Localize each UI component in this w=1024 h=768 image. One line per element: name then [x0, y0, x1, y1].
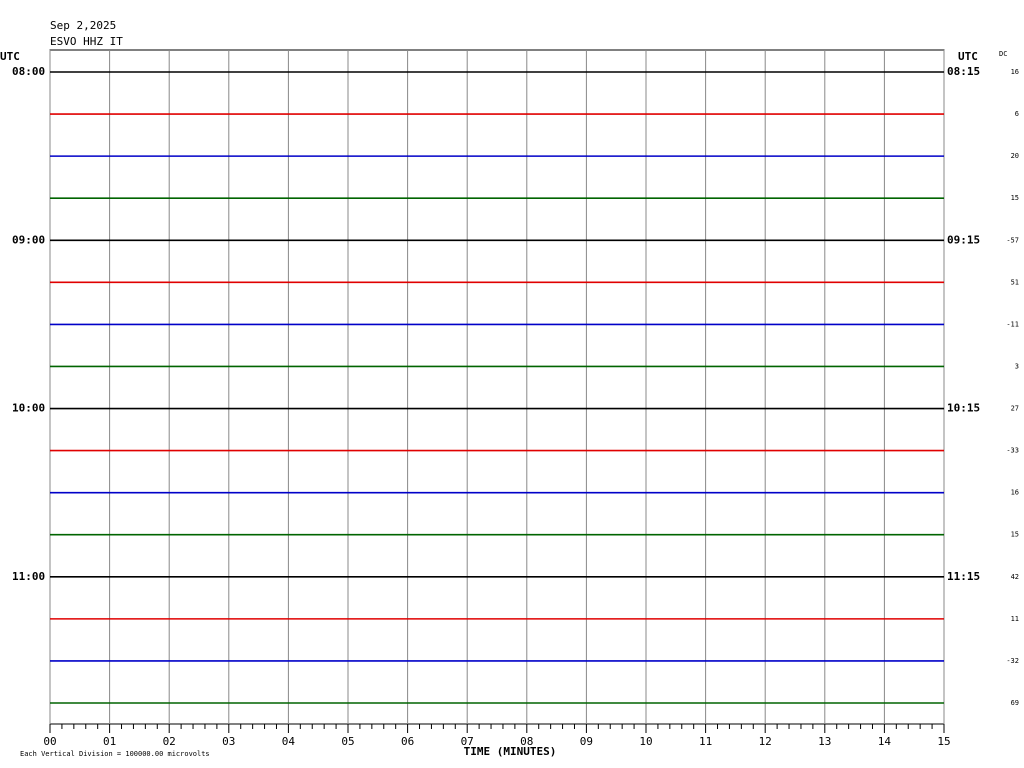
x-tick-label: 15	[937, 735, 950, 748]
x-tick-label: 12	[759, 735, 772, 748]
left-axis-label: UTC	[0, 50, 20, 63]
x-tick-label: 04	[282, 735, 296, 748]
dc-value: -32	[1006, 657, 1019, 665]
x-tick-label: 10	[639, 735, 652, 748]
x-tick-label: 08	[520, 735, 533, 748]
row-start-label: 10:00	[12, 402, 45, 415]
row-start-label: 11:00	[12, 570, 45, 583]
dc-label: DC	[999, 50, 1007, 58]
dc-value: 51	[1011, 278, 1019, 286]
dc-value: -33	[1006, 447, 1019, 455]
x-tick-label: 03	[222, 735, 235, 748]
dc-value: 16	[1011, 489, 1019, 497]
x-tick-label: 14	[878, 735, 892, 748]
dc-value: -11	[1006, 320, 1019, 328]
x-tick-label: 01	[103, 735, 116, 748]
dc-value: 16	[1011, 68, 1019, 76]
x-tick-label: 00	[43, 735, 56, 748]
x-tick-label: 07	[461, 735, 474, 748]
chart-subtitle: ESVO HHZ IT	[50, 35, 123, 48]
row-start-label: 09:00	[12, 233, 45, 246]
dc-value: 20	[1011, 152, 1019, 160]
dc-value: 15	[1011, 531, 1019, 539]
x-tick-label: 06	[401, 735, 414, 748]
dc-value: 6	[1015, 110, 1019, 118]
row-start-label: 08:00	[12, 65, 45, 78]
x-tick-label: 02	[163, 735, 176, 748]
footnote: Each Vertical Division = 100000.00 micro…	[20, 750, 210, 758]
x-tick-label: 09	[580, 735, 593, 748]
dc-value: 69	[1011, 699, 1019, 707]
row-end-label: 11:15	[947, 570, 980, 583]
plot-frame	[49, 49, 945, 725]
dc-value: 3	[1015, 362, 1019, 370]
right-axis-label: UTC	[958, 50, 978, 63]
row-end-label: 10:15	[947, 402, 980, 415]
dc-value: -57	[1006, 236, 1019, 244]
row-end-label: 08:15	[947, 65, 980, 78]
chart-title: Sep 2,2025	[50, 19, 116, 32]
dc-value: 42	[1011, 573, 1019, 581]
x-tick-label: 11	[699, 735, 712, 748]
x-tick-label: 13	[818, 735, 831, 748]
dc-value: 27	[1011, 405, 1019, 413]
row-end-label: 09:15	[947, 233, 980, 246]
dc-value: 11	[1011, 615, 1019, 623]
dc-value: 15	[1011, 194, 1019, 202]
x-axis-label: TIME (MINUTES)	[464, 745, 557, 758]
x-tick-label: 05	[341, 735, 354, 748]
